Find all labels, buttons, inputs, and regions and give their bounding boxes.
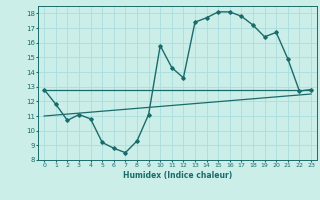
X-axis label: Humidex (Indice chaleur): Humidex (Indice chaleur)	[123, 171, 232, 180]
